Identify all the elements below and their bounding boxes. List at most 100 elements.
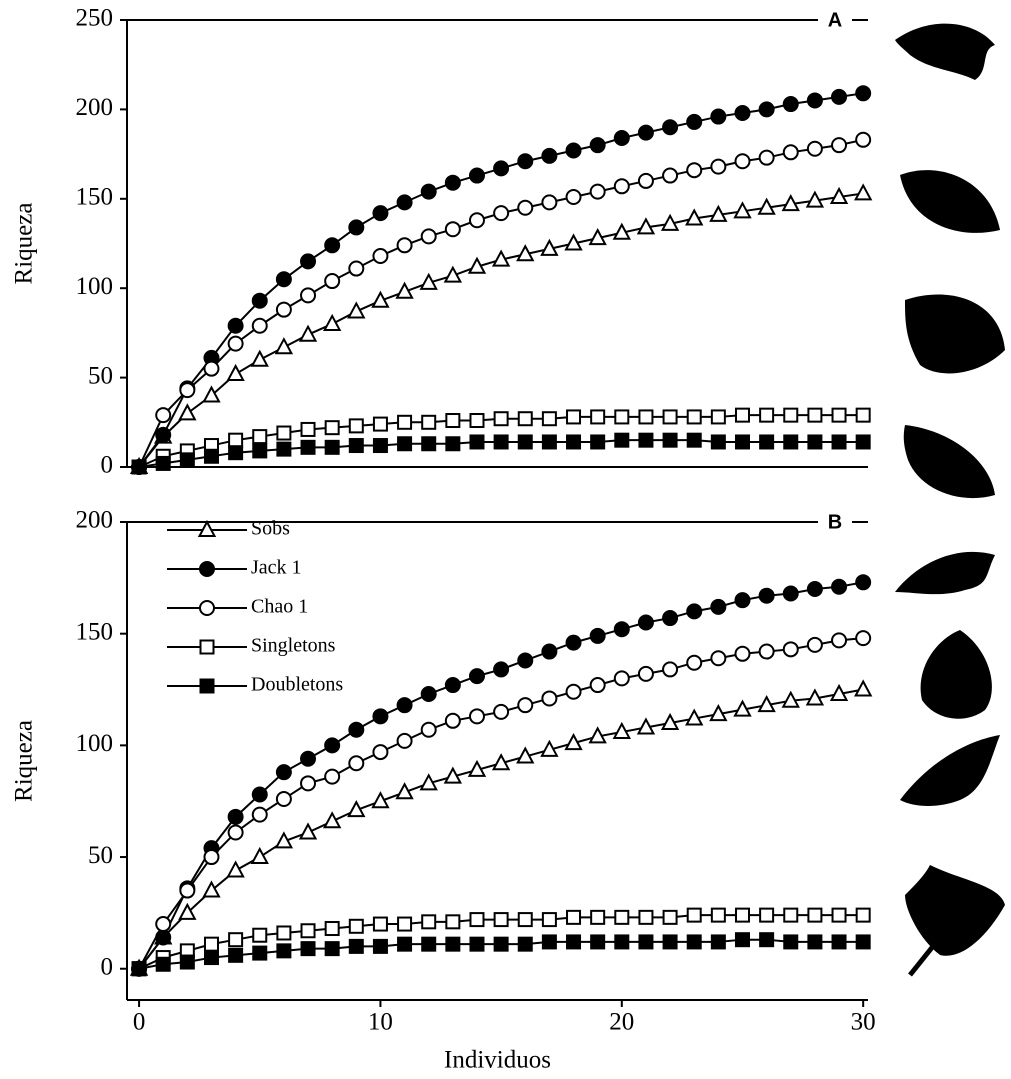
marker [203,448,219,464]
marker [734,592,751,609]
marker [733,699,752,717]
marker [203,950,219,966]
marker [468,708,485,725]
y-tick-label: 0 [101,953,114,980]
marker [517,411,533,427]
panel-label: B [828,511,842,533]
marker [734,434,750,450]
panel-label-bg [818,511,852,533]
marker [638,432,654,448]
marker [662,934,678,950]
marker [250,846,269,865]
marker [516,746,535,764]
marker [444,221,461,238]
marker [226,363,245,382]
marker [613,621,630,638]
marker [227,824,244,841]
marker [324,768,341,785]
marker [445,413,461,429]
marker [588,228,607,246]
marker [397,916,413,932]
marker [662,432,678,448]
marker [831,907,847,923]
marker [395,782,414,800]
marker [274,337,294,355]
marker [614,934,630,950]
marker [758,587,775,604]
marker [445,914,461,930]
marker [613,178,630,195]
marker [468,167,485,184]
marker [228,445,244,461]
marker [251,317,268,334]
marker [541,690,558,707]
marker [541,411,557,427]
marker [566,934,582,950]
marker [637,124,654,141]
marker [199,600,215,616]
marker [565,189,582,206]
leaf-icons [895,23,1005,977]
marker [493,703,510,720]
leaf-icon [905,865,1005,956]
marker [565,683,582,700]
marker [783,407,799,423]
legend-label: Jack 1 [251,557,302,579]
marker [831,578,848,595]
marker [590,409,606,425]
marker [855,131,872,148]
marker [541,912,557,928]
marker [300,941,316,957]
marker [420,685,437,702]
marker [590,434,606,450]
marker [347,301,366,319]
marker [805,688,825,706]
marker [444,174,461,191]
marker [372,938,388,954]
marker [348,721,365,738]
marker [395,281,414,299]
marker [855,574,872,591]
legend-label: Singletons [251,635,336,657]
marker [372,708,389,725]
leaf-stem [908,923,952,977]
marker [199,561,215,577]
marker [348,755,365,772]
marker [710,934,726,950]
marker [686,432,702,448]
panel-label-bg [818,9,852,31]
marker [612,222,631,240]
marker [590,909,606,925]
marker [734,104,751,121]
marker [782,144,799,161]
y-axis-label: Riqueza [11,720,38,802]
marker [783,434,799,450]
marker [806,636,823,653]
marker [324,941,340,957]
marker [227,808,244,825]
marker [203,936,219,952]
marker [660,712,680,731]
marker [710,409,726,425]
marker [469,434,485,450]
marker [420,228,437,245]
marker [685,708,704,726]
marker [443,265,463,283]
marker [734,645,751,662]
marker [662,661,679,678]
marker [155,956,171,972]
series-line [138,581,864,970]
marker [252,429,268,445]
marker [250,349,269,367]
marker [805,190,825,208]
y-tick-label: 100 [76,273,114,300]
marker [759,907,775,923]
marker [421,436,437,452]
marker [421,914,437,930]
marker [491,249,511,267]
marker [324,420,340,436]
leaf-icon [903,425,995,499]
marker [372,248,389,265]
marker [854,183,873,201]
